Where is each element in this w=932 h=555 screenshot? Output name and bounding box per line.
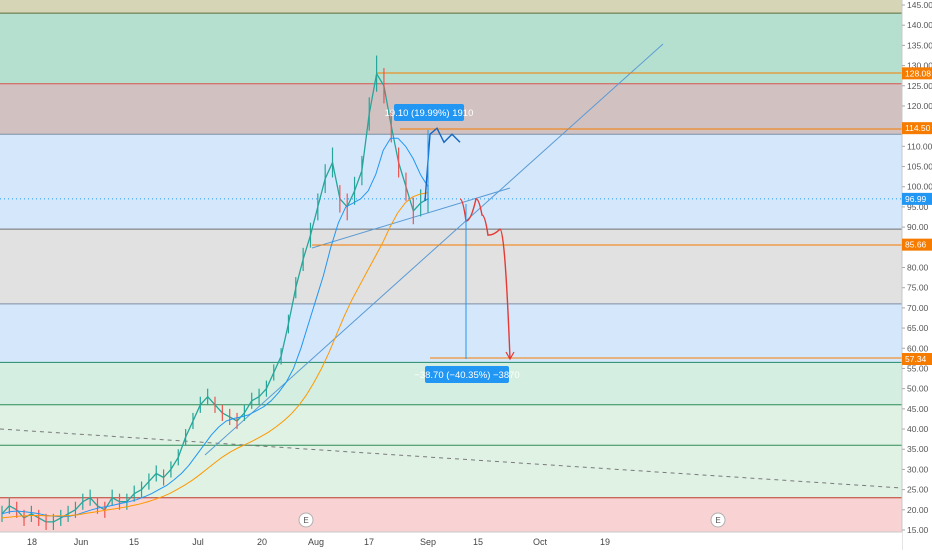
price-label-1[interactable]: 114.50 <box>902 122 932 135</box>
price-label-text: 114.50 <box>905 123 931 133</box>
x-tick-label: 15 <box>129 537 139 547</box>
x-tick-label: Oct <box>533 537 548 547</box>
y-tick-label: 110.00 <box>907 141 932 151</box>
zone-band-5 <box>0 303 902 363</box>
price-label-box <box>902 192 932 205</box>
y-tick-label: 40.00 <box>907 424 929 434</box>
price-label-text: 128.08 <box>905 68 931 78</box>
y-tick-label: 130.00 <box>907 61 932 71</box>
measure-down-label-box <box>425 366 509 383</box>
price-label-box <box>902 353 932 366</box>
y-axis-bg <box>902 0 932 550</box>
earnings-marker-circle <box>710 512 726 528</box>
price-label-text: 96.99 <box>905 194 927 204</box>
series-layer <box>1 55 429 530</box>
zone-band-1 <box>0 13 902 84</box>
y-tick-label: 75.00 <box>907 283 929 293</box>
zones-layer <box>0 0 902 532</box>
price-label-0[interactable]: 128.08 <box>902 67 932 80</box>
price-label-box <box>902 238 932 251</box>
y-tick-label: 65.00 <box>907 323 929 333</box>
y-tick-label: 55.00 <box>907 363 929 373</box>
measure-down-label[interactable]: −38.70 (−40.35%) −3870 <box>414 366 520 383</box>
earnings-marker-text: E <box>715 516 720 525</box>
y-tick-label: 35.00 <box>907 444 929 454</box>
price-label-text: 57.34 <box>905 354 927 364</box>
price-label-box <box>902 67 932 80</box>
x-tick-label: 15 <box>473 537 483 547</box>
x-tick-label: 20 <box>257 537 267 547</box>
earnings-marker-0[interactable]: E <box>298 512 314 528</box>
y-axis[interactable]: 145.00140.00135.00130.00125.00120.00115.… <box>901 0 932 550</box>
zone-band-4 <box>0 229 902 304</box>
y-tick-label: 20.00 <box>907 505 929 515</box>
trendlines-layer <box>0 43 903 489</box>
y-tick-label: 140.00 <box>907 20 932 30</box>
zone-band-3 <box>0 134 902 230</box>
x-axis-bg <box>0 532 902 550</box>
measure-up-label-box <box>394 104 464 121</box>
y-tick-label: 50.00 <box>907 384 929 394</box>
measure-up-label-text: 19.10 (19.99%) 1910 <box>385 108 474 119</box>
series-ma-slow <box>1 192 429 519</box>
price-label-2[interactable]: 96.99 <box>902 192 932 205</box>
earnings-marker-1[interactable]: E <box>710 512 726 528</box>
levels-layer <box>0 12 902 499</box>
x-tick-label: 18 <box>27 537 37 547</box>
earnings-marker-circle <box>298 512 314 528</box>
y-tick-label: 125.00 <box>907 81 932 91</box>
zone-band-7 <box>0 404 902 498</box>
y-tick-label: 100.00 <box>907 182 932 192</box>
y-tick-label: 30.00 <box>907 464 929 474</box>
x-tick-label: Jun <box>74 537 89 547</box>
y-tick-label: 95.00 <box>907 202 929 212</box>
x-tick-label: Jul <box>192 537 204 547</box>
annotations-layer: 19.10 (19.99%) 1910 −38.70 (−40.35%) −387… <box>298 104 726 528</box>
y-tick-label: 135.00 <box>907 40 932 50</box>
y-tick-label: 15.00 <box>907 525 929 535</box>
price-label-text: 85.66 <box>905 240 927 250</box>
y-tick-label: 120.00 <box>907 101 932 111</box>
pennant-trendline <box>311 187 511 249</box>
x-tick-label: Aug <box>308 537 324 547</box>
x-tick-label: 17 <box>364 537 374 547</box>
y-tick-label: 60.00 <box>907 343 929 353</box>
y-tick-label: 45.00 <box>907 404 929 414</box>
y-tick-label: 105.00 <box>907 162 932 172</box>
fractal-projection <box>424 127 461 201</box>
y-tick-label: 25.00 <box>907 485 929 495</box>
price-label-box <box>902 122 932 135</box>
zone-band-0 <box>0 0 902 14</box>
price-label-3[interactable]: 85.66 <box>902 238 932 251</box>
long-dashed-trendline <box>0 428 903 489</box>
x-axis[interactable]: 18 Jun 15 Jul 20 Aug 17 Sep 15 Oct 19 <box>0 531 902 550</box>
y-tick-label: 70.00 <box>907 303 929 313</box>
rising-support-trendline <box>204 43 664 456</box>
earnings-marker-text: E <box>303 516 308 525</box>
measure-down-label-text: −38.70 (−40.35%) −3870 <box>414 370 519 381</box>
projection-arrowhead <box>505 351 515 361</box>
measure-up-label[interactable]: 19.10 (19.99%) 1910 <box>385 104 474 121</box>
x-tick-label: Sep <box>420 537 436 547</box>
y-tick-label: 90.00 <box>907 222 929 232</box>
y-tick-label: 145.00 <box>907 0 932 10</box>
y-tick-label: 80.00 <box>907 263 929 273</box>
zone-band-8 <box>0 497 902 532</box>
x-tick-label: 19 <box>600 537 610 547</box>
price-label-4[interactable]: 57.34 <box>902 353 932 366</box>
